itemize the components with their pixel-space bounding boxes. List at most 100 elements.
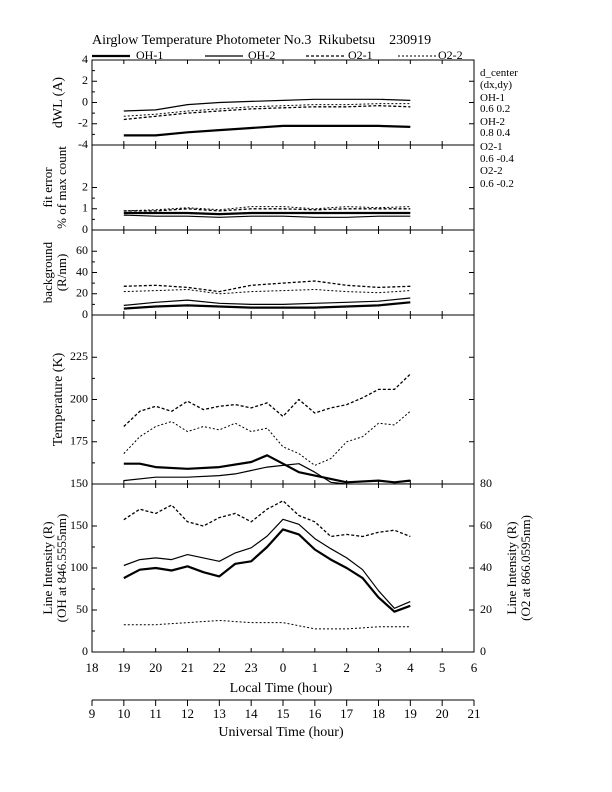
y-tick-label: 2 (82, 73, 88, 87)
panel-4: 225 200 175 150 Temperature (K) (51, 314, 475, 490)
ut-tick-label: 18 (372, 706, 385, 721)
local-tick-label: 1 (312, 660, 319, 675)
y-tick-label: 0 (82, 644, 88, 658)
series-line-oh-2 (123, 297, 411, 306)
panel-3: 60 40 20 0 background (R/nm) (40, 229, 475, 321)
y-axis-label: Temperature (K) (51, 352, 66, 446)
legend-label-o2-2: O2-2 (438, 48, 463, 62)
side-note-line: d_center (480, 67, 518, 79)
ut-axis: 9 10 11 12 13 14 15 16 17 18 19 20 21 (89, 699, 481, 721)
side-note-line: 0.6 -0.4 (480, 153, 514, 165)
series-line-o2-2 (123, 620, 411, 630)
y-tick-label: 50 (76, 602, 88, 616)
y-tick-label: 2 (82, 179, 88, 193)
local-tick-label: 3 (375, 660, 382, 675)
y-tick-label: 4 (82, 52, 88, 66)
local-tick-label: 0 (280, 660, 287, 675)
y-tick-label: 200 (70, 391, 88, 405)
y-tick-label: -2 (78, 116, 88, 130)
y-tick-label: 175 (70, 434, 88, 448)
ut-tick-label: 21 (468, 706, 481, 721)
series-line-oh-1 (123, 528, 411, 613)
y-tick-label: 0 (82, 94, 88, 108)
legend-label-o2-1: O2-1 (348, 48, 373, 62)
y-axis-label: Line Intensity (R) (40, 521, 55, 614)
y-tick-label: 0 (82, 222, 88, 236)
y-axis-label-2: (R/nm) (54, 254, 69, 292)
side-note-line: O2-1 (480, 141, 503, 153)
y-tick-label: 150 (70, 518, 88, 532)
series-line-o2-1 (123, 373, 411, 427)
y-tick-label: -4 (78, 137, 88, 151)
series-line-o2-2 (123, 410, 411, 466)
local-time-axis: 18 19 20 21 22 23 0 1 2 3 4 5 6 (86, 660, 478, 675)
series-line-o2-2 (123, 289, 411, 295)
series-line-oh-1 (123, 211, 411, 216)
y-tick-label: 0 (82, 307, 88, 321)
ut-tick-label: 11 (149, 706, 162, 721)
y2-tick-label: 0 (480, 644, 486, 658)
side-note-line: OH-2 (480, 116, 505, 128)
side-note-line: (dx,dy) (480, 79, 512, 91)
y-axis-label: fit error (40, 167, 55, 208)
ut-tick-label: 20 (436, 706, 449, 721)
ut-tick-label: 14 (245, 706, 259, 721)
ut-tick-label: 16 (308, 706, 322, 721)
y-tick-label: 150 (70, 476, 88, 490)
local-tick-label: 2 (343, 660, 350, 675)
local-tick-label: 20 (149, 660, 162, 675)
ut-tick-label: 19 (404, 706, 417, 721)
ut-label: Universal Time (hour) (218, 725, 344, 740)
legend-label-oh-1: OH-1 (136, 48, 163, 62)
y2-tick-label: 40 (480, 560, 492, 574)
y-tick-label: 1 (82, 201, 88, 215)
panel-1: 4 2 0 -2 -4 dWL (A) (51, 52, 475, 151)
side-note-line: OH-1 (480, 92, 505, 104)
y2-tick-label: 20 (480, 602, 492, 616)
series-line-oh-1 (123, 301, 411, 310)
series-line-oh-2 (123, 98, 411, 112)
series-line-oh-2 (123, 214, 411, 218)
side-note-line: 0.6 -0.2 (480, 178, 514, 190)
ut-tick-label: 17 (340, 706, 354, 721)
local-tick-label: 5 (439, 660, 446, 675)
legend: OH-1 OH-2 O2-1 O2-2 (92, 48, 463, 62)
y-axis-label-2: (OH at 846.5555nm) (54, 514, 69, 623)
ut-tick-label: 10 (117, 706, 130, 721)
local-tick-label: 6 (471, 660, 478, 675)
y-tick-label: 60 (76, 243, 88, 257)
series-line-oh-1 (123, 124, 411, 137)
y2-axis-label: Line Intensity (R) (504, 521, 519, 614)
local-time-label: Local Time (hour) (230, 681, 333, 696)
ut-tick-label: 13 (213, 706, 226, 721)
side-note-line: 0.6 0.2 (480, 103, 510, 115)
y2-tick-label: 80 (480, 476, 492, 490)
y-axis-label: background (40, 241, 55, 303)
y2-tick-label: 60 (480, 518, 492, 532)
legend-label-oh-2: OH-2 (248, 48, 275, 62)
y-tick-label: 225 (70, 349, 88, 363)
series-line-o2-1 (123, 208, 411, 212)
series-line-o2-1 (123, 500, 411, 538)
side-note-line: 0.8 0.4 (480, 127, 511, 139)
ut-tick-label: 12 (181, 706, 194, 721)
ut-tick-label: 9 (89, 706, 96, 721)
panel-frame (91, 229, 475, 316)
local-tick-label: 21 (181, 660, 194, 675)
y-axis-label-2: % of max count (54, 146, 69, 229)
panel-frame (91, 314, 475, 485)
series-line-o2-1 (123, 280, 411, 293)
ut-tick-label: 15 (277, 706, 290, 721)
y2-axis-label-2: (O2 at 866.0595nm) (518, 515, 533, 621)
center-offset-note: d_center(dx,dy)OH-10.6 0.2OH-20.8 0.4 O2-… (480, 67, 518, 190)
y-axis-label: dWL (A) (51, 77, 66, 129)
panel-frame (91, 59, 475, 146)
y-tick-label: 100 (70, 560, 88, 574)
y-tick-label: 20 (76, 286, 88, 300)
side-note-line: O2-2 (480, 165, 503, 177)
series-line-oh-1 (123, 454, 411, 484)
local-tick-label: 23 (245, 660, 258, 675)
